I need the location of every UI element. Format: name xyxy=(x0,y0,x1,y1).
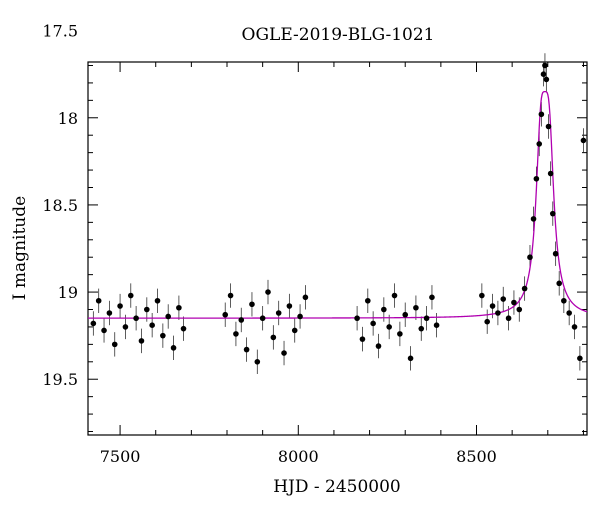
y-axis-label: I magnitude xyxy=(10,196,30,300)
data-point xyxy=(511,299,517,306)
data-point xyxy=(413,304,419,311)
data-point xyxy=(149,322,155,328)
y-tick-label: 18.5 xyxy=(42,196,78,215)
data-point xyxy=(433,322,440,328)
data-point xyxy=(375,343,382,349)
data-point xyxy=(180,325,187,332)
data-point xyxy=(571,324,578,330)
data-point xyxy=(90,320,97,327)
data-point xyxy=(364,297,371,304)
data-point xyxy=(106,310,113,316)
data-point xyxy=(111,341,118,348)
axis-ticks xyxy=(88,62,587,435)
data-point xyxy=(547,170,554,177)
data-point xyxy=(154,297,161,304)
data-point xyxy=(536,141,543,147)
data-point xyxy=(302,294,309,301)
data-point xyxy=(533,175,540,182)
data-point xyxy=(233,331,239,337)
y-tick-label: 18 xyxy=(58,109,78,128)
data-point xyxy=(561,297,567,304)
data-point xyxy=(370,320,376,327)
x-tick-label: 8000 xyxy=(278,447,319,466)
data-point xyxy=(127,292,134,299)
data-point xyxy=(495,310,501,316)
data-point xyxy=(265,289,271,295)
data-point xyxy=(291,327,298,334)
data-point xyxy=(254,358,261,365)
y-tick-label: 17.5 xyxy=(42,22,78,41)
data-point xyxy=(281,350,287,356)
data-point xyxy=(95,297,102,304)
data-point xyxy=(397,331,403,337)
data-point xyxy=(222,311,229,318)
data-point xyxy=(259,315,266,322)
data-point xyxy=(138,338,145,344)
data-point xyxy=(489,303,496,309)
data-point xyxy=(170,345,177,351)
data-point xyxy=(117,303,123,309)
data-point xyxy=(542,62,548,69)
data-point xyxy=(484,318,491,325)
data-point xyxy=(418,325,425,332)
x-tick-label: 8500 xyxy=(456,447,497,466)
model-curve xyxy=(88,90,588,319)
data-point xyxy=(580,137,587,144)
data-point xyxy=(391,292,398,299)
data-point xyxy=(144,306,150,313)
data-point xyxy=(527,254,533,261)
data-point xyxy=(556,280,562,287)
data-point xyxy=(133,315,139,322)
data-point xyxy=(516,306,523,313)
data-point xyxy=(543,76,550,83)
data-point xyxy=(297,313,303,320)
data-point xyxy=(538,111,545,118)
chart-title: OGLE-2019-BLG-1021 xyxy=(242,25,435,45)
plot-frame xyxy=(87,61,588,436)
data-point xyxy=(402,311,409,318)
data-point xyxy=(101,327,107,334)
data-point xyxy=(122,324,129,330)
x-tick-label: 7500 xyxy=(100,447,141,466)
data-point xyxy=(386,324,392,330)
data-point xyxy=(552,250,559,257)
data-point xyxy=(275,310,282,316)
data-point xyxy=(407,355,414,362)
data-point xyxy=(530,216,537,222)
data-point xyxy=(549,210,556,217)
data-point xyxy=(165,313,171,320)
y-tick-label: 19 xyxy=(58,283,78,302)
data-point xyxy=(176,304,182,311)
data-point xyxy=(286,303,293,309)
data-point xyxy=(540,71,547,78)
data-point xyxy=(238,317,245,323)
data-point xyxy=(429,294,435,301)
data-point xyxy=(423,315,430,322)
axis-tick-labels: 7500 8000 8500 17.5 18 18.5 19 19.5 xyxy=(42,22,496,466)
data-point xyxy=(577,355,583,362)
data-point xyxy=(243,346,250,353)
data-point xyxy=(354,315,360,322)
x-axis-label: HJD - 2450000 xyxy=(273,477,401,497)
y-tick-label: 19.5 xyxy=(42,370,78,389)
data-point xyxy=(566,310,572,316)
data-point xyxy=(270,334,277,341)
data-point xyxy=(545,123,552,130)
data-point xyxy=(505,315,512,322)
error-bars xyxy=(92,53,584,374)
data-point xyxy=(249,301,255,308)
data-point xyxy=(381,306,387,313)
data-point xyxy=(479,292,485,299)
data-point xyxy=(500,296,507,302)
data-points xyxy=(90,62,587,365)
data-point xyxy=(521,285,528,292)
data-point xyxy=(160,332,166,339)
data-point xyxy=(359,336,366,342)
data-point xyxy=(227,292,234,299)
